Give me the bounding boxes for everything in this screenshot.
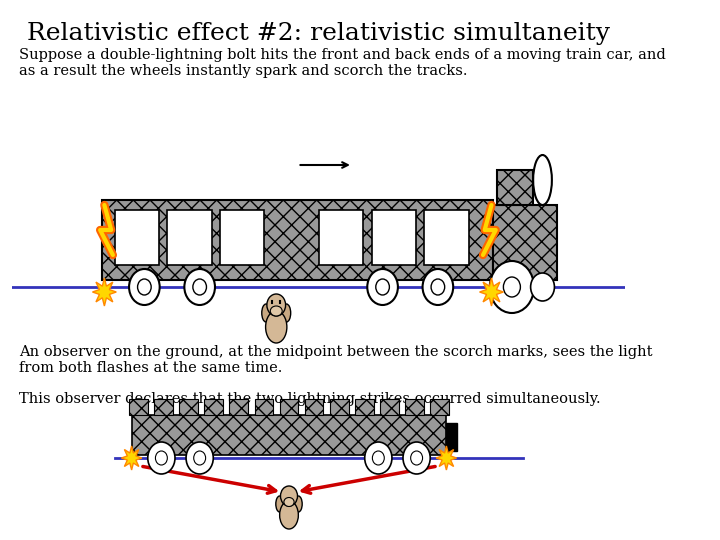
Ellipse shape <box>284 497 294 507</box>
Bar <box>405 399 424 415</box>
Bar <box>305 399 323 415</box>
Bar <box>255 399 274 415</box>
Circle shape <box>403 442 431 474</box>
Bar <box>132 415 446 455</box>
Circle shape <box>138 279 151 295</box>
Bar <box>279 399 298 415</box>
Circle shape <box>376 279 390 295</box>
Bar <box>372 210 415 265</box>
Ellipse shape <box>534 155 552 205</box>
Circle shape <box>410 451 423 465</box>
Ellipse shape <box>281 486 297 506</box>
Circle shape <box>193 279 207 295</box>
Bar <box>114 210 159 265</box>
Circle shape <box>490 261 534 313</box>
Bar <box>319 210 363 265</box>
Circle shape <box>186 442 213 474</box>
Ellipse shape <box>262 304 270 322</box>
Ellipse shape <box>276 496 284 512</box>
Bar <box>204 399 223 415</box>
Bar <box>102 200 493 280</box>
Circle shape <box>184 269 215 305</box>
Ellipse shape <box>267 294 286 316</box>
Bar <box>179 399 198 415</box>
Text: Suppose a double-lightning bolt hits the front and back ends of a moving train c: Suppose a double-lightning bolt hits the… <box>19 48 666 78</box>
Ellipse shape <box>279 501 298 529</box>
Circle shape <box>365 442 392 474</box>
Circle shape <box>367 269 398 305</box>
Circle shape <box>423 269 453 305</box>
Bar <box>220 210 264 265</box>
Bar <box>230 399 248 415</box>
Circle shape <box>372 451 384 465</box>
Polygon shape <box>92 278 117 306</box>
Text: An observer on the ground, at the midpoint between the scorch marks, sees the li: An observer on the ground, at the midpoi… <box>19 345 653 375</box>
Bar <box>431 399 449 415</box>
Bar <box>129 399 148 415</box>
Circle shape <box>156 451 167 465</box>
Ellipse shape <box>270 306 282 316</box>
Bar <box>380 399 399 415</box>
Circle shape <box>148 442 175 474</box>
Bar <box>154 399 173 415</box>
Circle shape <box>194 451 206 465</box>
Bar <box>493 205 557 280</box>
Ellipse shape <box>282 304 291 322</box>
Bar <box>498 170 534 205</box>
Bar <box>167 210 212 265</box>
Circle shape <box>503 277 521 297</box>
Polygon shape <box>480 278 503 306</box>
Circle shape <box>431 279 445 295</box>
Text: This observer declares that the two lightning strikes occurred simultaneously.: This observer declares that the two ligh… <box>19 392 601 406</box>
Circle shape <box>531 273 554 301</box>
Bar <box>355 399 374 415</box>
Bar <box>330 399 348 415</box>
Ellipse shape <box>266 311 287 343</box>
Circle shape <box>129 269 160 305</box>
Polygon shape <box>436 446 456 470</box>
Text: Relativistic effect #2: relativistic simultaneity: Relativistic effect #2: relativistic sim… <box>27 22 611 45</box>
Bar <box>424 210 469 265</box>
Polygon shape <box>122 446 142 470</box>
Bar <box>446 423 456 451</box>
Ellipse shape <box>294 496 302 512</box>
